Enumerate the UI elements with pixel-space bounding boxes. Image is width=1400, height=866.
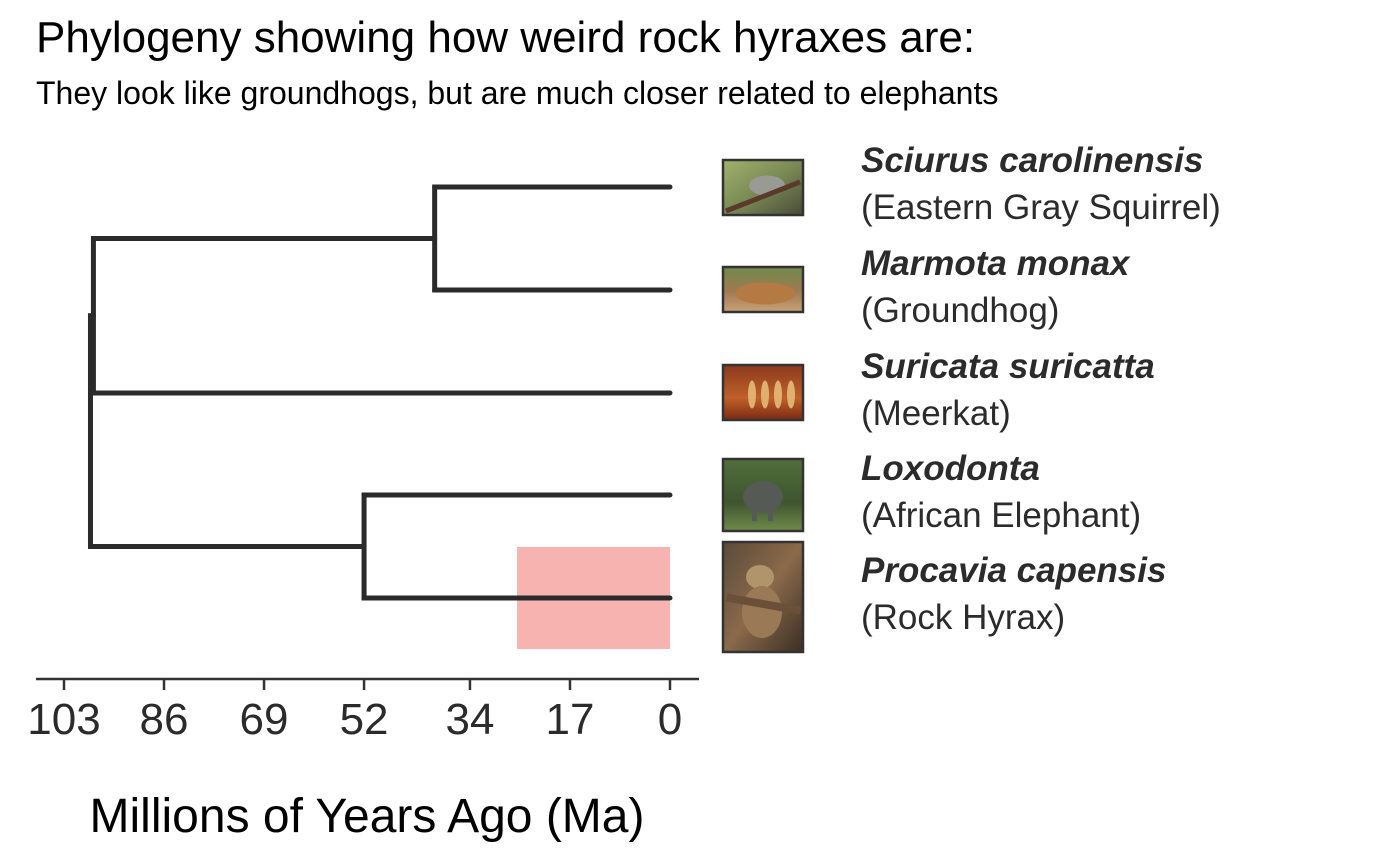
meerkat-figure-shape	[787, 380, 795, 409]
hyrax-body-shape	[742, 586, 782, 638]
elephant-leg-shape	[752, 507, 757, 521]
hyrax-photo	[721, 540, 805, 654]
meerkat-figure-shape	[748, 380, 756, 409]
x-tick-label: 69	[240, 695, 289, 744]
tip-label-common: (Meerkat)	[861, 394, 1011, 433]
tip-label-scientific: Loxodonta	[861, 449, 1040, 488]
tip-label-common: (Groundhog)	[861, 291, 1059, 330]
chart-title: Phylogeny showing how weird rock hyraxes…	[36, 13, 976, 62]
elephant-body-shape	[743, 481, 783, 513]
tip-label-scientific: Sciurus carolinensis	[861, 141, 1203, 180]
x-tick-label: 0	[658, 695, 682, 744]
meerkat-figure-shape	[761, 380, 769, 409]
tip-label-scientific: Marmota monax	[861, 244, 1131, 283]
tip-label-scientific: Suricata suricatta	[861, 347, 1155, 386]
x-tick-label: 86	[140, 695, 189, 744]
log-shape	[725, 593, 802, 615]
groundhog-photo	[721, 265, 805, 314]
tip-label-common: (Rock Hyrax)	[861, 598, 1065, 637]
x-tick-label: 17	[546, 695, 595, 744]
chart-subtitle: They look like groundhogs, but are much …	[36, 75, 999, 111]
tip-label-common: (African Elephant)	[861, 496, 1141, 535]
branch-shape	[725, 179, 801, 214]
x-axis-title: Millions of Years Ago (Ma)	[90, 790, 645, 843]
elephant-leg-shape	[768, 507, 773, 521]
x-tick-label: 34	[445, 695, 494, 744]
tip-label-common: (Eastern Gray Squirrel)	[861, 188, 1221, 227]
groundhog-body-shape	[735, 282, 795, 305]
elephant-photo	[721, 457, 805, 533]
squirrel-photo	[721, 158, 805, 217]
tip-label-scientific: Procavia capensis	[861, 551, 1166, 590]
x-tick-label: 52	[340, 695, 389, 744]
meerkat-photo	[721, 363, 805, 422]
hyrax-head-shape	[746, 565, 774, 589]
meerkat-figure-shape	[774, 380, 782, 409]
x-tick-label: 103	[27, 695, 100, 744]
